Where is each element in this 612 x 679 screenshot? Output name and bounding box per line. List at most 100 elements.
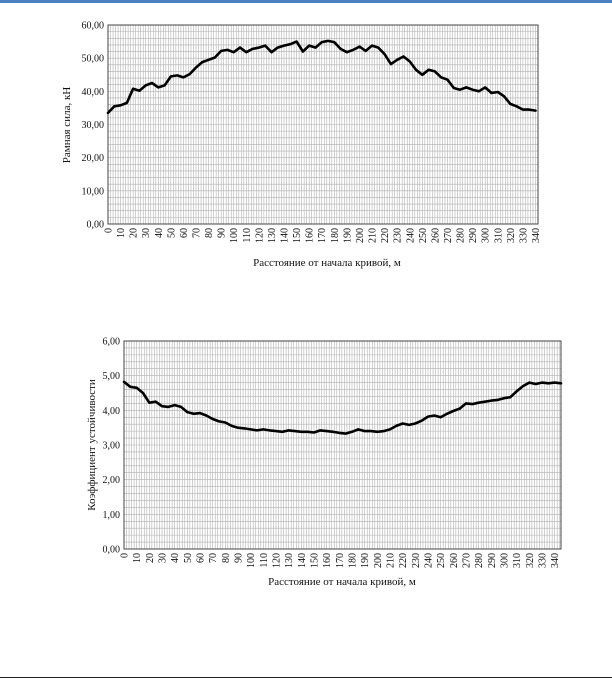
y-tick-label: 0,00 xyxy=(87,220,105,231)
x-tick-label: 120 xyxy=(254,228,265,243)
x-tick-label: 10 xyxy=(132,553,143,563)
series-line xyxy=(122,380,563,435)
x-tick-label: 50 xyxy=(166,228,177,238)
y-tick-label: 10,00 xyxy=(82,186,105,197)
y-axis-title: Рамная сила, кН xyxy=(61,87,73,164)
y-tick-label: 0,00 xyxy=(103,545,121,556)
x-tick-label: 20 xyxy=(129,228,140,238)
x-tick-label: 40 xyxy=(154,228,165,238)
x-tick-label: 130 xyxy=(267,228,278,243)
x-tick-label: 190 xyxy=(342,228,353,243)
x-axis-title: Расстояние от начала кривой, м xyxy=(253,257,401,269)
chart-plot-frame xyxy=(107,24,539,225)
x-tick-label: 140 xyxy=(280,228,291,243)
series-group xyxy=(106,39,537,115)
plot-frame xyxy=(107,24,539,225)
x-tick-label: 100 xyxy=(229,228,240,243)
chart-grid xyxy=(123,340,561,550)
x-tick-label: 270 xyxy=(462,553,473,568)
series-line xyxy=(106,39,537,115)
y-tick-label: 30,00 xyxy=(82,120,105,131)
x-tick-label: 10 xyxy=(116,228,127,238)
x-tick-label: 110 xyxy=(242,228,253,243)
y-tick-label: 4,00 xyxy=(103,406,121,417)
x-tick-label: 150 xyxy=(292,228,303,243)
top-rule xyxy=(0,0,612,3)
x-tick-label: 110 xyxy=(259,553,270,568)
x-tick-label: 70 xyxy=(192,228,203,238)
x-tick-label: 270 xyxy=(443,228,454,243)
x-tick-label: 230 xyxy=(393,228,404,243)
x-tick-labels: 0 10 20 30 40 50 60 70 80 90 100 110 120 130 140 150 160… xyxy=(120,553,562,568)
x-tick-label: 180 xyxy=(330,228,341,243)
y-tick-label: 60,00 xyxy=(82,21,105,32)
y-tick-label: 2,00 xyxy=(103,475,121,486)
x-tick-label: 250 xyxy=(418,228,429,243)
x-tick-label: 40 xyxy=(170,553,181,563)
x-tick-label: 160 xyxy=(305,228,316,243)
x-tick-label: 280 xyxy=(456,228,467,243)
x-tick-label: 190 xyxy=(360,553,371,568)
x-tick-label: 200 xyxy=(373,553,384,568)
x-tick-label: 290 xyxy=(468,228,479,243)
x-tick-label: 30 xyxy=(158,553,169,563)
x-tick-label: 330 xyxy=(538,553,549,568)
y-tick-labels: 0,00 1,00 2,00 3,00 4,00 5,00 6,00 xyxy=(103,337,121,556)
x-tick-label: 170 xyxy=(317,228,328,243)
chart-stability-coefficient: 0,00 1,00 2,00 3,00 4,00 5,00 6,00 0 10 20 30 40 50… xyxy=(86,337,563,588)
x-tick-label: 310 xyxy=(493,228,504,243)
x-tick-label: 240 xyxy=(424,553,435,568)
x-tick-label: 130 xyxy=(284,553,295,568)
x-tick-label: 330 xyxy=(518,228,529,243)
y-tick-label: 40,00 xyxy=(82,87,105,98)
x-tick-label: 310 xyxy=(512,553,523,568)
x-tick-label: 70 xyxy=(208,553,219,563)
series-group xyxy=(122,380,563,435)
x-tick-label: 210 xyxy=(386,553,397,568)
chart-grid xyxy=(107,24,539,225)
x-tick-label: 0 xyxy=(120,553,131,558)
x-tick-label: 90 xyxy=(234,553,245,563)
y-tick-label: 6,00 xyxy=(103,337,121,348)
y-tick-label: 5,00 xyxy=(103,371,121,382)
chart-plot-frame xyxy=(123,340,562,550)
x-tick-label: 0 xyxy=(104,228,115,233)
x-tick-label: 50 xyxy=(183,553,194,563)
x-tick-label: 260 xyxy=(449,553,460,568)
x-tick-label: 180 xyxy=(348,553,359,568)
x-tick-label: 30 xyxy=(141,228,152,238)
x-tick-label: 90 xyxy=(217,228,228,238)
x-tick-label: 220 xyxy=(398,553,409,568)
x-tick-label: 170 xyxy=(335,553,346,568)
x-tick-label: 260 xyxy=(430,228,441,243)
y-axis-title: Коэффициент устойчивости xyxy=(86,379,98,511)
y-tick-label: 20,00 xyxy=(82,153,105,164)
y-tick-labels: 0,00 10,00 20,00 30,00 40,00 50,00 60,00 xyxy=(82,21,105,231)
x-tick-labels: 0 10 20 30 40 50 60 70 80 90 100 110 120 130 140 150 160… xyxy=(104,228,542,243)
x-tick-label: 20 xyxy=(145,553,156,563)
x-tick-label: 160 xyxy=(322,553,333,568)
x-tick-label: 340 xyxy=(531,228,542,243)
x-tick-label: 320 xyxy=(525,553,536,568)
y-tick-label: 1,00 xyxy=(103,510,121,521)
x-tick-label: 240 xyxy=(405,228,416,243)
x-tick-label: 340 xyxy=(550,553,561,568)
x-tick-label: 60 xyxy=(196,553,207,563)
x-tick-label: 210 xyxy=(368,228,379,243)
x-tick-label: 300 xyxy=(500,553,511,568)
x-tick-label: 280 xyxy=(474,553,485,568)
x-axis-title: Расстояние от начала кривой, м xyxy=(268,576,416,588)
x-tick-label: 300 xyxy=(481,228,492,243)
x-tick-label: 150 xyxy=(310,553,321,568)
x-tick-label: 80 xyxy=(204,228,215,238)
x-tick-label: 60 xyxy=(179,228,190,238)
x-tick-label: 230 xyxy=(411,553,422,568)
plot-frame xyxy=(123,340,562,550)
x-tick-label: 250 xyxy=(436,553,447,568)
x-tick-label: 140 xyxy=(297,553,308,568)
bottom-rule xyxy=(0,677,612,678)
x-tick-label: 290 xyxy=(487,553,498,568)
x-tick-label: 100 xyxy=(246,553,257,568)
